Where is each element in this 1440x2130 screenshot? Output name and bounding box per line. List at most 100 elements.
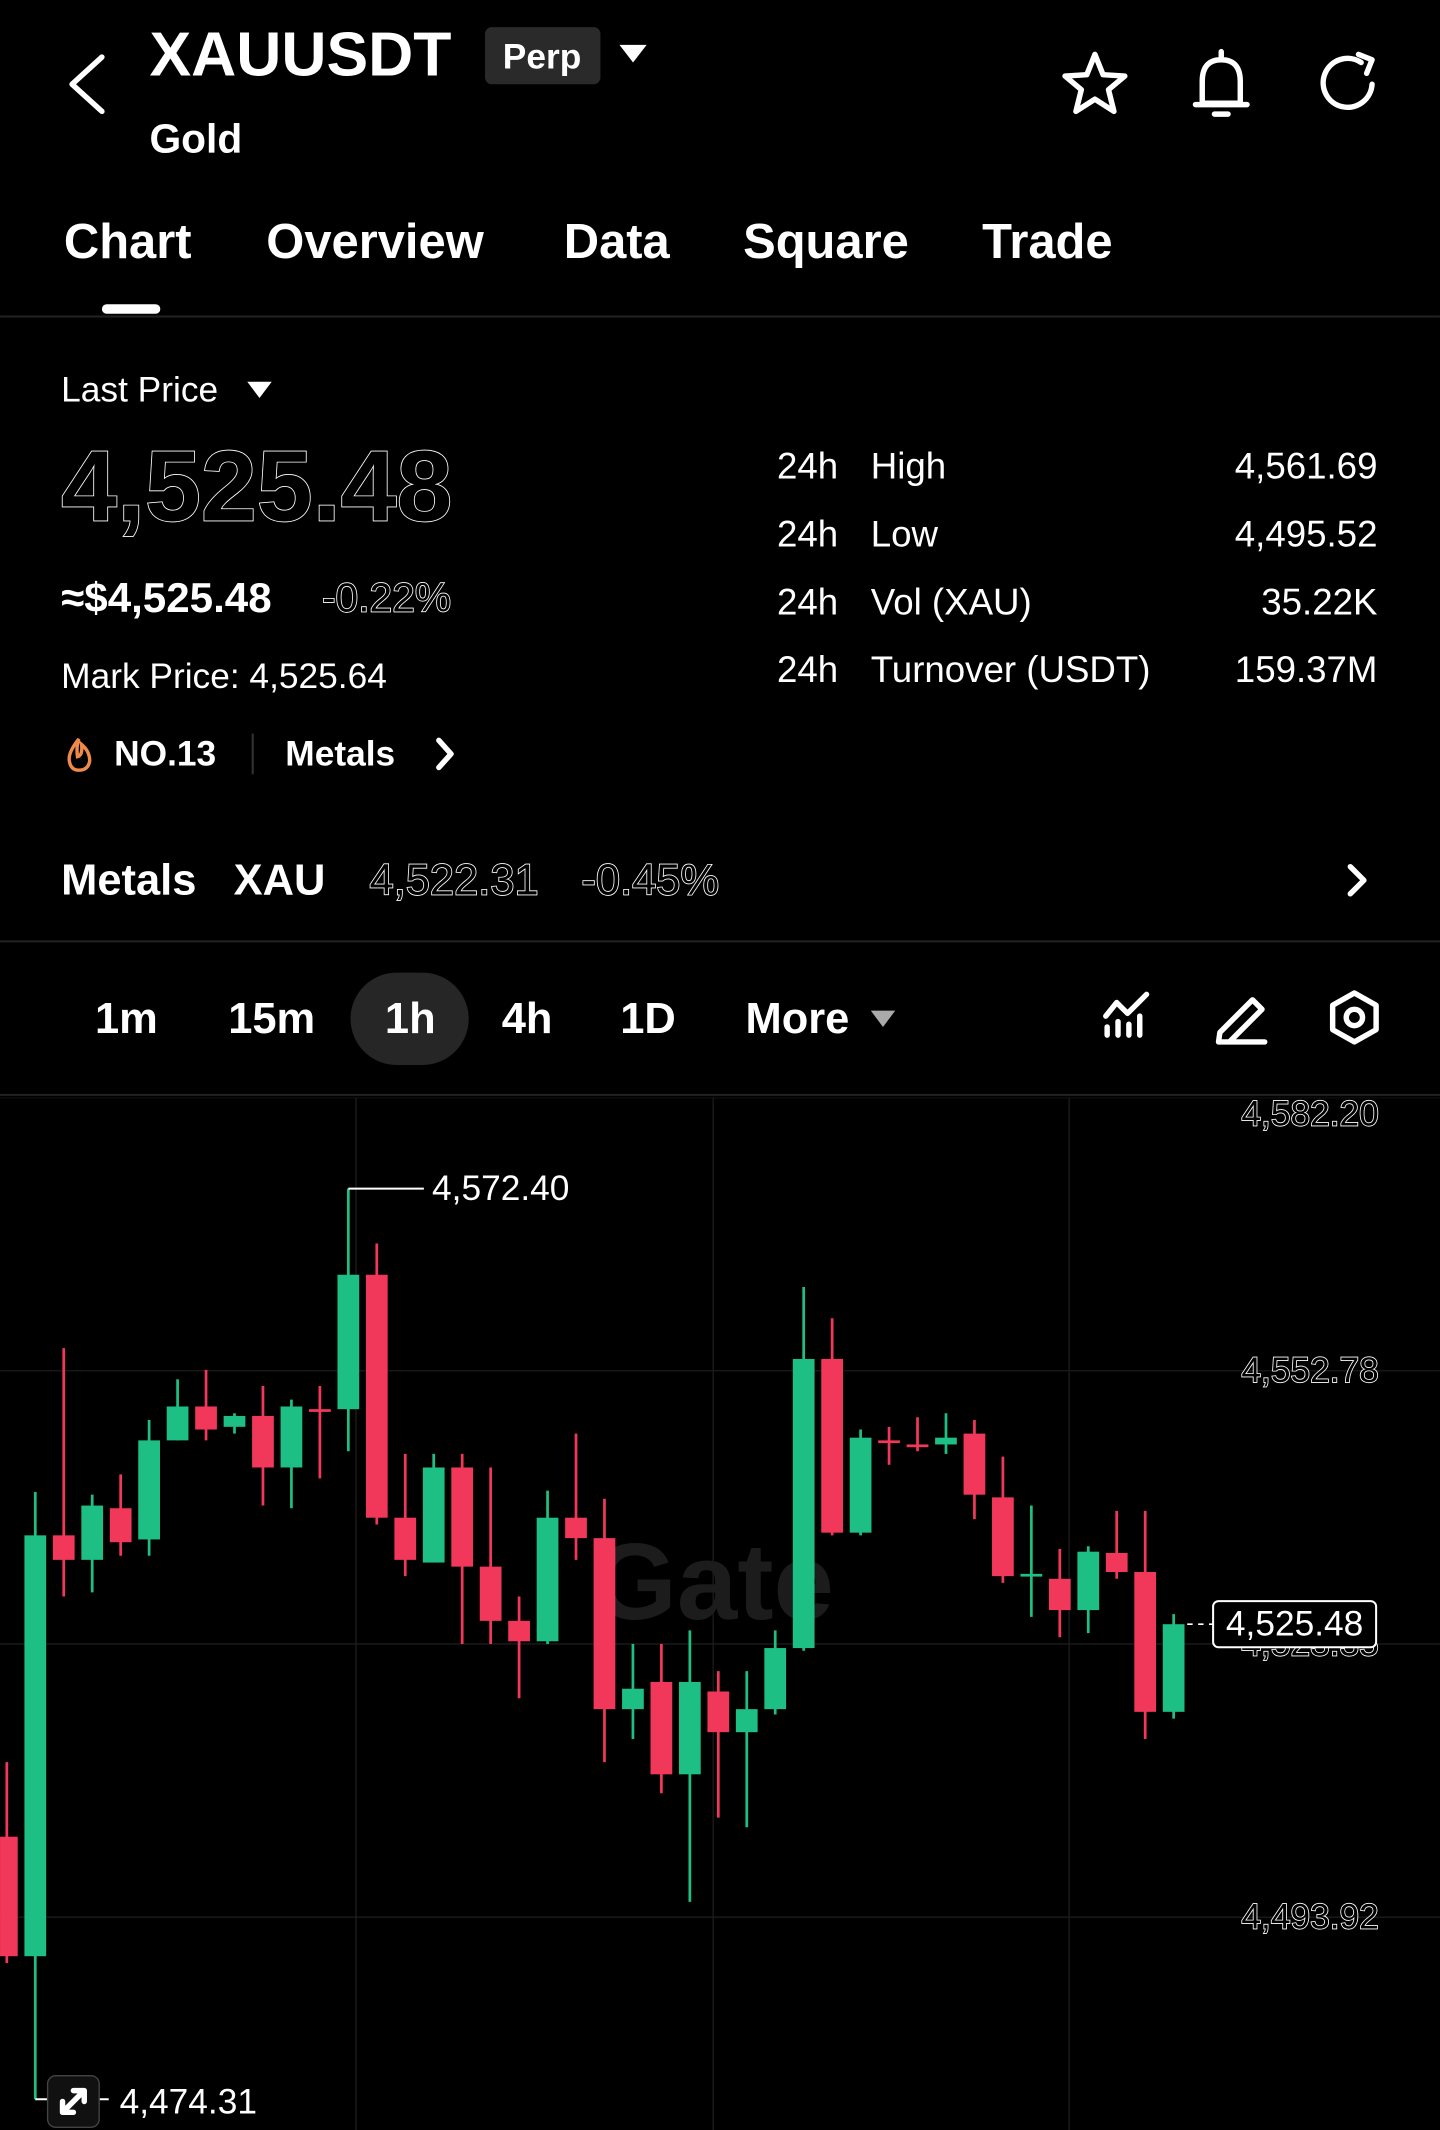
candle-body — [821, 1358, 844, 1533]
candle-body — [223, 1415, 246, 1427]
candle-body — [565, 1517, 587, 1539]
candle-body — [849, 1437, 872, 1533]
y-tick-label: 4,493.92 — [1241, 1898, 1378, 1937]
stat-value: 4,495.52 — [1235, 513, 1378, 554]
tab[interactable]: Data — [564, 215, 671, 269]
candle-body — [992, 1497, 1014, 1577]
candle-body — [906, 1444, 929, 1448]
candle-body — [0, 1836, 18, 1957]
candle-body — [394, 1517, 417, 1560]
dropdown-arrow[interactable] — [870, 1010, 896, 1027]
alert-icon[interactable] — [1192, 48, 1250, 117]
settings-icon-dot — [1343, 1006, 1366, 1029]
timeframe[interactable]: 4h — [502, 995, 553, 1043]
badge-bg — [484, 27, 601, 85]
rank-icon — [67, 737, 92, 772]
candle-body — [1048, 1578, 1071, 1611]
stat-label: Low — [871, 513, 939, 554]
stat-label: High — [871, 445, 946, 486]
last-price-tag-label: 4,525.48 — [1226, 1605, 1363, 1644]
sector[interactable]: Metals — [285, 734, 395, 773]
active-timeframe-bg — [350, 972, 469, 1065]
sector-bar-item: -0.45% — [581, 856, 719, 904]
timeframe[interactable]: 1D — [620, 995, 676, 1043]
candle-body — [508, 1620, 530, 1642]
y-tick-label: 4,582.20 — [1241, 1094, 1378, 1133]
stat-label: Vol (XAU) — [871, 581, 1032, 622]
stat-period: 24h — [777, 581, 838, 622]
candle-body — [1020, 1573, 1043, 1577]
candle-body — [280, 1406, 303, 1468]
tab[interactable]: Trade — [982, 215, 1112, 269]
candle-body — [252, 1415, 274, 1468]
candle-body — [963, 1433, 986, 1495]
candle-body — [109, 1508, 132, 1543]
stat-value: 159.37M — [1235, 649, 1378, 690]
indicators-icon[interactable] — [1103, 991, 1150, 1038]
candle-body — [365, 1274, 388, 1518]
last-price-tag — [1212, 1600, 1378, 1649]
tab[interactable]: Overview — [266, 215, 484, 269]
price-change: -0.22% — [322, 575, 451, 621]
stat-period: 24h — [777, 513, 838, 554]
candle-body — [678, 1681, 701, 1775]
sector-bar-item: 4,522.31 — [370, 856, 539, 904]
candle-body — [1105, 1552, 1128, 1573]
usd-price: ≈$4,525.48 — [61, 574, 271, 621]
dropdown-arrow[interactable] — [619, 44, 647, 63]
candle-body — [792, 1358, 815, 1649]
candlestick-chart[interactable]: Gate — [0, 1097, 1440, 2130]
favorite-icon[interactable] — [1062, 51, 1128, 115]
stat-period: 24h — [777, 445, 838, 486]
badge[interactable]: Perp — [503, 38, 581, 77]
sector-bar-item[interactable]: Metals — [61, 856, 196, 904]
candle-body — [622, 1688, 644, 1710]
tab[interactable]: Chart — [64, 215, 192, 269]
timeframe[interactable]: More — [746, 995, 850, 1043]
candle-body — [593, 1538, 616, 1710]
timeframe[interactable]: 1h — [385, 995, 436, 1043]
stat-period: 24h — [777, 649, 838, 690]
chevron[interactable] — [1347, 863, 1367, 897]
stat-value: 4,561.69 — [1235, 445, 1378, 486]
back-button[interactable] — [69, 54, 105, 115]
tab[interactable]: Square — [743, 215, 909, 269]
candle-body — [309, 1409, 331, 1412]
candle-body — [138, 1440, 160, 1540]
sector-bar-item: XAU — [234, 856, 326, 904]
candle-body — [764, 1648, 787, 1710]
candle-body — [52, 1535, 75, 1560]
stat-label: Turnover (USDT) — [871, 649, 1151, 690]
timeframe[interactable]: 1m — [95, 995, 158, 1043]
y-tick-label: 4,552.78 — [1241, 1351, 1378, 1390]
price-label[interactable]: Last Price — [61, 370, 218, 409]
timeframe[interactable]: 15m — [228, 995, 315, 1043]
asset-name: Gold — [149, 116, 242, 162]
candle-body — [24, 1535, 47, 1957]
candle-body — [735, 1709, 758, 1733]
settings-icon[interactable] — [1329, 990, 1379, 1045]
candle-body — [878, 1440, 900, 1444]
draw-icon[interactable] — [1215, 997, 1268, 1045]
rank[interactable]: NO.13 — [114, 734, 216, 773]
last-price: 4,525.48 — [61, 430, 452, 542]
candle-body — [1162, 1624, 1185, 1712]
refresh-icon[interactable] — [1320, 51, 1375, 110]
candle-body — [195, 1406, 217, 1430]
candle-body — [422, 1467, 445, 1563]
candle-body — [166, 1406, 189, 1441]
tab-indicator — [101, 304, 161, 314]
candle-body — [1077, 1551, 1100, 1611]
low-marker-label: 4,474.31 — [120, 2082, 257, 2121]
dropdown-arrow[interactable] — [247, 381, 272, 399]
candle-body — [337, 1274, 360, 1410]
symbol: XAUUSDT — [149, 19, 451, 89]
candle-body — [650, 1681, 673, 1775]
chevron[interactable] — [436, 737, 454, 771]
mark-price: Mark Price: 4,525.64 — [61, 657, 387, 696]
candle-body — [707, 1691, 730, 1733]
stat-value: 35.22K — [1261, 581, 1378, 622]
